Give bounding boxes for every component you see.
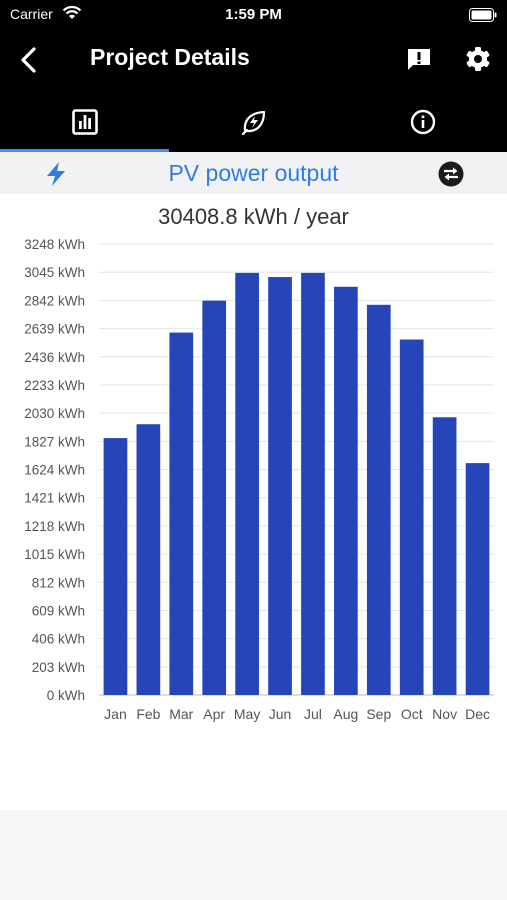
y-tick-label: 203 kWh [32,660,85,675]
clock: 1:59 PM [225,6,282,23]
feedback-icon [408,49,430,70]
y-tick-label: 609 kWh [32,603,85,618]
annual-total: 30408.8 kWh / year [158,204,349,229]
y-tick-label: 1624 kWh [24,463,85,478]
y-tick-label: 1827 kWh [24,434,85,449]
gear-icon [466,47,490,71]
bar-mar[interactable] [169,332,194,695]
bolt-icon [44,161,68,192]
x-tick-label: May [234,706,260,722]
y-tick-label: 406 kWh [32,632,85,647]
carrier-label: Carrier [10,6,53,22]
y-tick-label: 3045 kWh [24,265,85,280]
wifi-icon [62,5,82,26]
panel-header: PV power output [0,152,507,194]
pv-output-bar-chart: 0 kWh 203 kWh 406 kWh 609 kWh 812 kWh 1015 kW… [24,237,494,722]
settings-button[interactable] [465,46,491,77]
bar-nov[interactable] [432,417,457,695]
y-tick-label: 3248 kWh [24,237,85,252]
bar-jul[interactable] [301,272,325,695]
tab-energy[interactable] [169,90,338,152]
bar-chart-icon [72,109,98,135]
bar-may[interactable] [235,272,259,695]
x-tick-label: Sep [366,706,391,722]
chevron-left-icon [21,47,36,73]
x-tick-label: Jan [104,706,127,722]
y-tick-label: 2233 kWh [24,378,85,393]
bar-sep[interactable] [366,304,391,695]
x-tick-label: Aug [333,706,358,722]
x-tick-label: Oct [401,706,423,722]
battery-icon [469,8,497,27]
panel-title: PV power output [168,160,339,186]
x-tick-label: Mar [169,706,193,722]
back-button[interactable] [16,46,42,74]
bar-apr[interactable] [202,300,227,695]
x-tick-label: Nov [432,706,457,722]
y-tick-label: 2639 kWh [24,322,85,337]
swap-arrows-icon [438,161,464,187]
x-tick-label: Dec [465,706,490,722]
bar-jan[interactable] [103,438,128,695]
x-tick-label: Feb [136,706,160,722]
x-tick-label: Jul [304,706,322,722]
active-tab-indicator [0,149,169,152]
y-tick-label: 1218 kWh [24,519,85,534]
bar-jun[interactable] [268,277,292,695]
swap-view-button[interactable] [438,161,464,192]
tab-bar [0,90,507,152]
x-tick-label: Jun [269,706,292,722]
y-tick-label: 1015 kWh [24,547,85,562]
info-icon [410,109,436,135]
tab-info[interactable] [338,90,507,152]
y-tick-label: 812 kWh [32,575,85,590]
bottom-spacer [0,810,507,900]
bar-feb[interactable] [136,424,161,695]
bar-dec[interactable] [465,463,490,695]
bar-aug[interactable] [334,286,358,695]
x-tick-label: Apr [203,706,225,722]
feedback-button[interactable] [405,46,433,79]
eco-bolt-icon [241,110,266,135]
y-tick-label: 2030 kWh [24,406,85,421]
chart-panel: 30408.8 kWh / year 0 kWh 203 kWh 406 kWh 60… [0,194,507,810]
y-tick-label: 2436 kWh [24,350,85,365]
tab-output-chart[interactable] [0,90,169,152]
y-tick-label: 2842 kWh [24,293,85,308]
bar-oct[interactable] [399,339,424,695]
navigation-bar: Project Details [0,30,507,90]
y-tick-label: 1421 kWh [24,491,85,506]
status-bar: Carrier 1:59 PM [0,0,507,30]
page-title: Project Details [90,44,250,70]
y-tick-label: 0 kWh [47,688,85,703]
